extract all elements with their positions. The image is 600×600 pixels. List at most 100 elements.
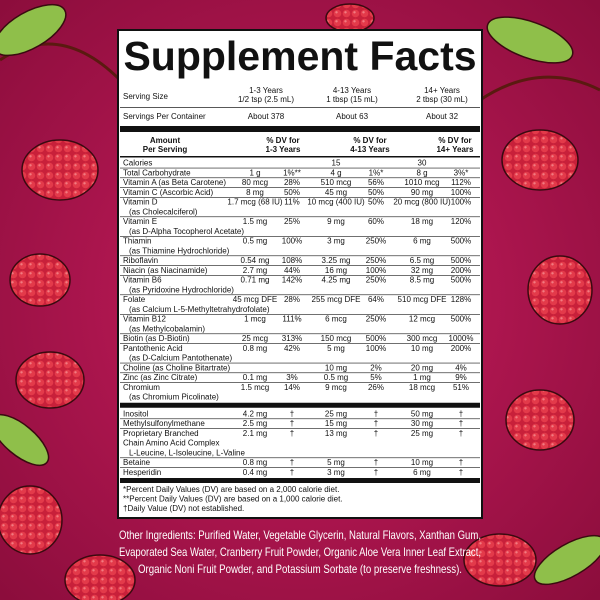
rule (120, 216, 480, 218)
amount: 1.7 mcg (68 IU) (227, 198, 282, 207)
rule (120, 362, 480, 364)
nutrient-detail: (as Chromium Picolinate) (129, 393, 219, 402)
nutrient-name: Inositol (123, 409, 149, 418)
amount: 0.8 mg (243, 344, 267, 353)
daily-value: 108% (282, 256, 302, 265)
nutrient-detail: (as Cholecalciferol) (129, 207, 198, 216)
amount: 90 mg (411, 188, 433, 197)
amount: 25 mg (411, 429, 433, 438)
daily-value: 100% (366, 344, 386, 353)
rule (120, 167, 480, 169)
nutrient-name: Pantothenic Acid (123, 344, 183, 353)
rule (120, 236, 480, 237)
amount: 5 mg (327, 458, 345, 467)
rule (120, 187, 480, 188)
daily-value: † (374, 458, 378, 467)
daily-value: 25% (284, 217, 300, 226)
nutrient-name: Chromium (123, 383, 160, 392)
amount: 5 mg (327, 344, 345, 353)
amount: 2.1 mg (243, 429, 267, 438)
ingredients-line: Organic Noni Fruit Powder, and Potassium… (138, 562, 462, 576)
amount: 50 mg (411, 409, 433, 418)
rule (120, 275, 480, 276)
daily-value: † (374, 429, 378, 438)
daily-value: 500% (451, 237, 471, 246)
daily-value: 111% (282, 315, 301, 324)
daily-value: 128% (451, 295, 471, 304)
nutrient-name: Vitamin C (Ascorbic Acid) (123, 188, 213, 197)
daily-value: 56% (368, 178, 384, 187)
footnote: †Daily Value (DV) not established. (123, 504, 244, 513)
ingredients-line: Evaporated Sea Water, Cranberry Fruit Po… (119, 545, 481, 559)
amount: 300 mcg (407, 334, 438, 343)
serving-size-label: Serving Size (123, 92, 168, 101)
amount: 0.71 mg (241, 276, 270, 285)
daily-value: † (459, 429, 463, 438)
daily-value: 142% (282, 276, 302, 285)
daily-value: 1%* (369, 168, 384, 177)
daily-value: 64% (368, 295, 384, 304)
amount: 12 mcg (409, 315, 435, 324)
daily-value: 313% (282, 334, 302, 343)
amount: 1.5 mg (243, 217, 267, 226)
amount: 150 mcg (321, 334, 352, 343)
rule (120, 382, 480, 383)
amount: 510 mcg DFE (398, 295, 447, 304)
nutrient-name: Vitamin E (123, 217, 157, 226)
serving-size-value: 1 tbsp (15 mL) (326, 95, 378, 104)
daily-value: † (374, 468, 378, 477)
amount: 10 mg (325, 363, 347, 372)
rule (120, 457, 480, 459)
servings-label: Servings Per Container (123, 112, 206, 121)
daily-value: 50% (368, 198, 384, 207)
amount: 8 mg (246, 188, 264, 197)
amount: 1 mcg (244, 315, 266, 324)
daily-value: 500% (451, 315, 471, 324)
rule (120, 402, 480, 408)
amount: 1 mg (413, 373, 431, 382)
amount: 3 mg (327, 468, 345, 477)
amount: 32 mg (411, 266, 433, 275)
daily-value: 50% (284, 188, 300, 197)
nutrient-name: Niacin (as Niacinamide) (123, 266, 208, 275)
amount: 9 mcg (325, 383, 347, 392)
servings-value: About 63 (336, 112, 369, 121)
serving-size-value: 2 tbsp (30 mL) (416, 95, 468, 104)
amount: 510 mcg (321, 178, 352, 187)
rule (120, 255, 480, 257)
amount: 4.25 mg (322, 276, 351, 285)
nutrient-detail: (as D-Alpha Tocopherol Acetate) (129, 227, 244, 236)
nutrient-name: Riboflavin (123, 256, 158, 265)
daily-value: 100% (282, 237, 302, 246)
amount: 20 mg (411, 363, 433, 372)
amount: 18 mcg (409, 383, 435, 392)
amount: 45 mcg DFE (233, 295, 277, 304)
daily-value: 250% (366, 315, 386, 324)
daily-value: † (290, 468, 294, 477)
amount: 30 mg (411, 419, 433, 428)
servings-value: About 378 (248, 112, 285, 121)
footnote: **Percent Daily Values (DV) are based on… (123, 495, 343, 504)
serving-size-value: 4-13 Years (333, 86, 371, 95)
amount: 6 mcg (325, 315, 347, 324)
daily-value: 1%** (283, 168, 301, 177)
daily-value: † (374, 409, 378, 418)
ingredients-line: Other Ingredients: Purified Water, Veget… (119, 528, 481, 542)
amount: 0.4 mg (243, 468, 267, 477)
daily-value: 14% (284, 383, 300, 392)
daily-value: 51% (453, 383, 469, 392)
daily-value: 3% (286, 373, 298, 382)
header-dv: 1-3 Years (266, 145, 302, 154)
header-dv: % DV for (353, 136, 386, 145)
amount: 80 mcg (242, 178, 268, 187)
daily-value: 250% (366, 256, 386, 265)
amount: 255 mcg DFE (312, 295, 361, 304)
daily-value: † (290, 409, 294, 418)
daily-value: 9% (455, 373, 467, 382)
nutrient-name: Methylsulfonylmethane (123, 419, 205, 428)
nutrient-name: Betaine (123, 458, 151, 467)
daily-value: † (290, 429, 294, 438)
daily-value: † (290, 419, 294, 428)
nutrient-name: Vitamin B6 (123, 276, 162, 285)
serving-size-value: 14+ Years (424, 86, 460, 95)
